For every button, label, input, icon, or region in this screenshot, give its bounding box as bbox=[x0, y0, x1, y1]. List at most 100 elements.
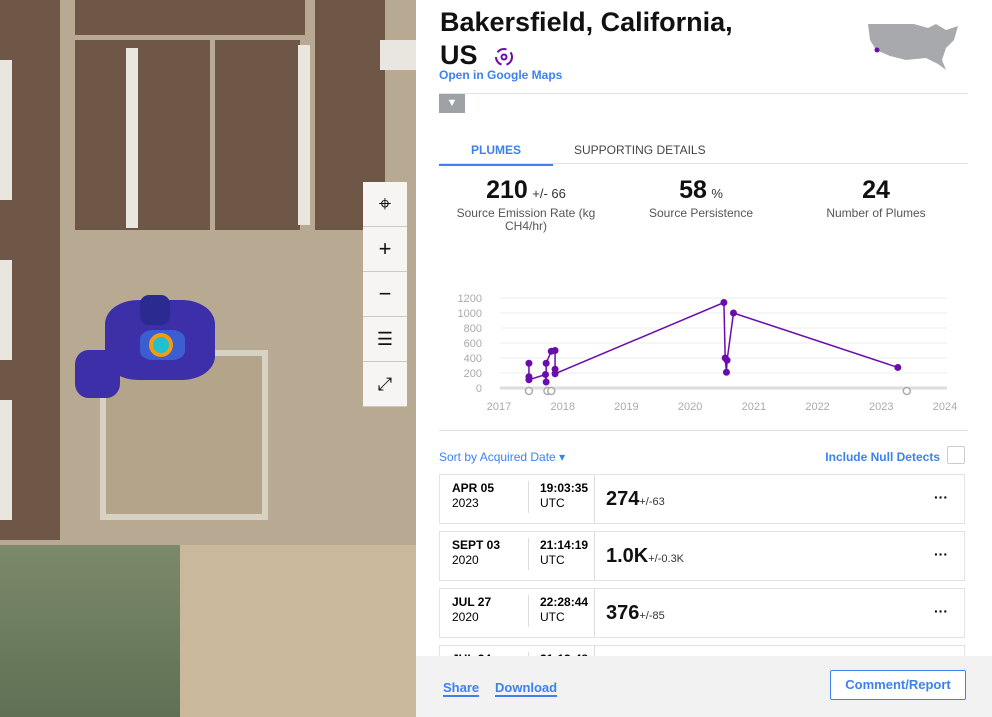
data-point bbox=[720, 299, 728, 306]
download-link[interactable]: Download bbox=[495, 680, 558, 697]
x-tick-label: 2023 bbox=[869, 401, 893, 413]
include-null-detects-label[interactable]: Include Null Detects bbox=[825, 450, 940, 464]
sort-value: Acquired Date bbox=[479, 450, 556, 464]
data-point bbox=[551, 370, 559, 378]
y-tick-label: 0 bbox=[476, 383, 482, 395]
row-year: 2020 bbox=[452, 553, 479, 567]
measure-button[interactable]: ⤢ bbox=[363, 362, 407, 407]
row-uncertainty: +/-85 bbox=[639, 610, 665, 622]
stat-emission-rate: 210 +/- 66 Source Emission Rate (kg CH4/… bbox=[446, 176, 606, 233]
tab-supporting-details[interactable]: SUPPORTING DETAILS bbox=[574, 143, 706, 157]
stat-persistence: 58 % Source Persistence bbox=[626, 176, 776, 220]
row-value: 274 bbox=[606, 488, 640, 510]
y-tick-label: 200 bbox=[464, 368, 482, 380]
sort-dropdown[interactable]: Sort by Acquired Date ▾ bbox=[439, 450, 565, 464]
y-tick-label: 1200 bbox=[458, 293, 482, 305]
data-point bbox=[894, 363, 902, 371]
plume-list[interactable]: APR 05 2023 19:03:35 UTC 274+/-63 ··· SEPT … bbox=[439, 474, 965, 656]
persistence-label: Source Persistence bbox=[648, 206, 754, 220]
measure-icon: ⤢ bbox=[377, 373, 393, 394]
x-tick-label: 2022 bbox=[805, 401, 829, 413]
row-year: 2023 bbox=[452, 496, 479, 510]
locate-button[interactable]: ⌖ bbox=[363, 182, 407, 227]
row-time: 22:28:44 UTC bbox=[528, 595, 588, 627]
row-time-value: 22:28:44 bbox=[540, 595, 589, 609]
row-time: 21:14:19 UTC bbox=[528, 538, 588, 570]
row-month-day: APR 05 bbox=[452, 481, 495, 495]
more-icon[interactable]: ··· bbox=[934, 489, 948, 505]
plumes-label: Number of Plumes bbox=[826, 206, 926, 220]
row-time-value: 21:14:19 bbox=[540, 538, 589, 552]
row-uncertainty: +/-0.3K bbox=[648, 553, 685, 565]
row-month-day: JUL 27 bbox=[452, 595, 492, 609]
plume-row[interactable]: APR 05 2023 19:03:35 UTC 274+/-63 ··· bbox=[439, 474, 965, 524]
plumes-value: 24 bbox=[862, 176, 890, 204]
plume-row[interactable]: SEPT 03 2020 21:14:19 UTC 1.0K+/-0.3K ··· bbox=[439, 531, 965, 581]
row-year: 2020 bbox=[452, 610, 479, 624]
x-tick-label: 2019 bbox=[614, 401, 638, 413]
divider bbox=[439, 93, 968, 94]
y-tick-label: 400 bbox=[464, 353, 482, 365]
x-tick-label: 2020 bbox=[678, 401, 702, 413]
row-tz: UTC bbox=[540, 553, 565, 567]
emission-uncertainty: +/- 66 bbox=[532, 186, 566, 201]
plume-row[interactable]: JUL 27 2020 22:28:44 UTC 376+/-85 ··· bbox=[439, 588, 965, 638]
y-tick-label: 1000 bbox=[458, 308, 482, 320]
null-detect-marker bbox=[524, 386, 534, 396]
row-emission bbox=[594, 646, 606, 656]
expand-button[interactable]: ▼ bbox=[439, 94, 465, 113]
more-icon[interactable]: ··· bbox=[934, 603, 948, 619]
data-point bbox=[722, 368, 730, 376]
location-dot bbox=[874, 47, 880, 53]
y-tick-label: 600 bbox=[464, 338, 482, 350]
emission-value: 210 bbox=[486, 176, 528, 204]
data-point bbox=[542, 359, 550, 367]
data-point bbox=[525, 376, 533, 384]
include-null-detects-checkbox[interactable] bbox=[947, 446, 965, 464]
data-point bbox=[525, 359, 533, 367]
plume-row[interactable]: JUL 242020 21:13:48UTC ··· bbox=[439, 645, 965, 656]
x-tick-label: 2017 bbox=[487, 401, 511, 413]
comment-report-button[interactable]: Comment/Report bbox=[830, 670, 966, 700]
data-point bbox=[551, 347, 559, 354]
row-uncertainty: +/-63 bbox=[639, 496, 665, 508]
divider bbox=[439, 163, 968, 164]
row-time-value: 21:13:48 bbox=[540, 652, 588, 656]
page-title: Bakersfield, California, US bbox=[440, 6, 733, 72]
persistence-value: 58 bbox=[679, 176, 707, 204]
zoom-out-button[interactable]: − bbox=[363, 272, 407, 317]
data-point bbox=[729, 309, 737, 317]
open-google-maps-link[interactable]: Open in Google Maps bbox=[439, 68, 563, 82]
row-time: 19:03:35 UTC bbox=[528, 481, 588, 513]
row-month-day: SEPT 03 bbox=[452, 538, 501, 552]
row-tz: UTC bbox=[540, 610, 565, 624]
caret-down-icon: ▾ bbox=[559, 450, 566, 464]
source-marker[interactable] bbox=[149, 333, 173, 357]
data-point bbox=[542, 378, 550, 386]
source-type-icon bbox=[495, 47, 514, 66]
satellite-map[interactable]: ⌖ + − ☰ ⤢ bbox=[0, 0, 416, 717]
divider bbox=[439, 430, 968, 431]
row-date: SEPT 03 2020 bbox=[452, 538, 500, 568]
row-time: 21:13:48UTC bbox=[528, 652, 588, 656]
more-icon[interactable]: ··· bbox=[934, 546, 948, 562]
locate-icon: ⌖ bbox=[378, 191, 392, 216]
layers-icon: ☰ bbox=[376, 328, 394, 349]
zoom-in-icon: + bbox=[378, 236, 392, 261]
zoom-in-button[interactable]: + bbox=[363, 227, 407, 272]
row-emission: 376+/-85 bbox=[594, 589, 665, 637]
emission-label: Source Emission Rate (kg CH4/hr) bbox=[456, 206, 596, 233]
share-link[interactable]: Share bbox=[443, 680, 480, 697]
y-tick-label: 800 bbox=[464, 323, 482, 335]
emission-chart: 0 200 400 600 800 1000 1200 2017 2018 2019 2020 202… bbox=[458, 293, 958, 413]
row-value: 376 bbox=[606, 602, 640, 624]
layers-button[interactable]: ☰ bbox=[363, 317, 407, 362]
x-tick-label: 2024 bbox=[933, 401, 957, 413]
us-locator-map bbox=[868, 24, 958, 70]
country: US bbox=[440, 40, 478, 70]
tab-plumes[interactable]: PLUMES bbox=[439, 143, 553, 166]
title-line-2: US bbox=[440, 39, 733, 72]
stat-number-of-plumes: 24 Number of Plumes bbox=[801, 176, 951, 220]
zoom-out-icon: − bbox=[378, 281, 392, 306]
row-emission: 274+/-63 bbox=[594, 475, 665, 523]
